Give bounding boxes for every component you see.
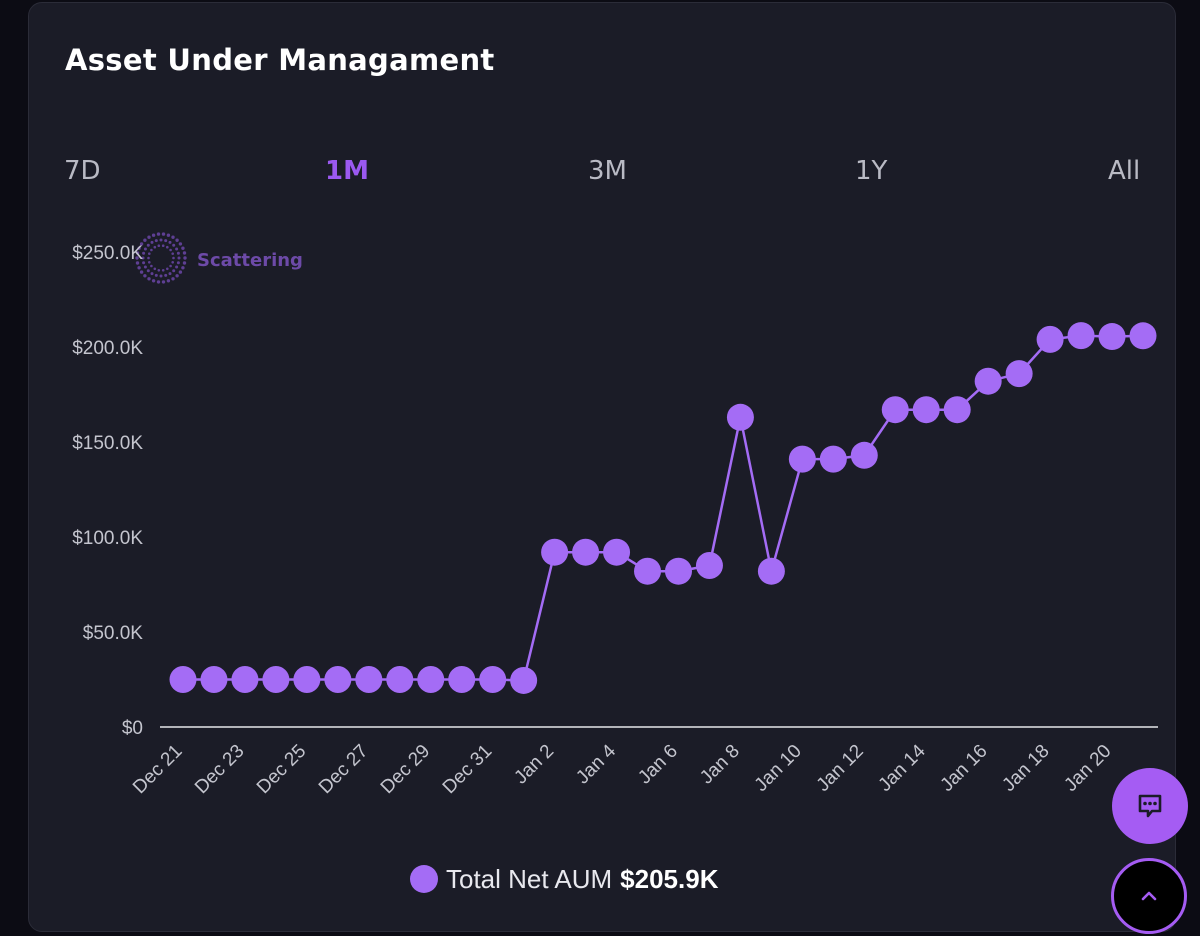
- x-tick-label: Jan 14: [875, 740, 930, 795]
- data-point[interactable]: [1129, 322, 1157, 350]
- data-point[interactable]: [757, 557, 785, 585]
- data-point[interactable]: [726, 403, 754, 431]
- data-point[interactable]: [355, 666, 383, 693]
- data-point[interactable]: [603, 538, 631, 566]
- legend-label: Total Net AUM: [446, 863, 613, 894]
- card-title: Asset Under Managament: [65, 43, 495, 77]
- x-tick-label: Jan 2: [510, 741, 558, 789]
- data-point[interactable]: [634, 557, 662, 585]
- x-tick-label: Dec 25: [253, 741, 310, 798]
- y-tick-label: $250.0K: [72, 243, 143, 264]
- x-tick-label: Jan 6: [634, 741, 682, 789]
- data-point[interactable]: [912, 396, 940, 424]
- data-point[interactable]: [479, 666, 507, 693]
- x-tick-label: Dec 21: [129, 741, 186, 798]
- data-point[interactable]: [850, 441, 878, 469]
- data-point[interactable]: [541, 538, 569, 566]
- data-point[interactable]: [664, 557, 692, 585]
- data-point[interactable]: [1067, 322, 1095, 350]
- data-point[interactable]: [293, 666, 321, 693]
- y-tick-label: $50.0K: [83, 623, 144, 644]
- data-point[interactable]: [572, 538, 600, 566]
- data-point[interactable]: [788, 445, 816, 473]
- data-point[interactable]: [510, 666, 538, 694]
- x-tick-label: Jan 12: [813, 741, 868, 796]
- y-tick-label: $0: [122, 718, 143, 739]
- x-tick-label: Jan 4: [572, 740, 620, 788]
- x-tick-label: Jan 10: [751, 741, 806, 796]
- y-tick-label: $100.0K: [72, 528, 143, 549]
- legend-dot: [410, 865, 438, 893]
- x-tick-label: Jan 8: [696, 741, 744, 789]
- chat-bubble-icon: [1138, 794, 1162, 818]
- tab-1y[interactable]: 1Y: [855, 156, 888, 186]
- x-tick-label: Dec 23: [191, 741, 248, 798]
- dotted-circle-logo: [135, 232, 187, 284]
- data-point[interactable]: [819, 445, 847, 473]
- data-point[interactable]: [200, 666, 228, 693]
- y-tick-label: $150.0K: [72, 433, 143, 454]
- aum-card: Asset Under Managament: [28, 2, 1176, 932]
- data-point[interactable]: [231, 666, 259, 693]
- tab-all[interactable]: All: [1108, 156, 1141, 186]
- data-point[interactable]: [695, 552, 723, 579]
- chart-legend: Total Net AUM $205.9K: [410, 862, 718, 896]
- tab-7d[interactable]: 7D: [64, 156, 101, 186]
- data-point[interactable]: [1005, 360, 1033, 388]
- legend-value: $205.9K: [620, 863, 719, 894]
- x-tick-label: Jan 18: [998, 741, 1053, 796]
- x-tick-label: Dec 31: [439, 741, 496, 798]
- chevron-up-icon: [1141, 891, 1157, 901]
- tab-3m[interactable]: 3M: [588, 156, 627, 186]
- data-point[interactable]: [386, 666, 414, 693]
- data-point[interactable]: [324, 666, 352, 693]
- x-tick-label: Jan 20: [1060, 741, 1115, 796]
- x-tick-label: Dec 29: [377, 741, 434, 798]
- y-tick-label: $200.0K: [72, 338, 143, 359]
- tab-1m[interactable]: 1M: [325, 156, 369, 186]
- data-point[interactable]: [881, 396, 909, 424]
- data-point[interactable]: [417, 666, 445, 693]
- data-point[interactable]: [943, 396, 971, 424]
- chat-button[interactable]: [1112, 768, 1188, 844]
- scroll-top-button[interactable]: [1111, 858, 1187, 934]
- data-point[interactable]: [262, 666, 290, 693]
- x-tick-label: Dec 27: [315, 741, 372, 798]
- data-point[interactable]: [1098, 323, 1126, 351]
- data-point[interactable]: [448, 666, 476, 693]
- data-point[interactable]: [169, 666, 197, 693]
- data-point[interactable]: [1036, 325, 1064, 353]
- watermark: Scattering: [135, 232, 303, 284]
- x-tick-label: Jan 16: [937, 741, 992, 796]
- data-point[interactable]: [974, 367, 1002, 395]
- watermark-text: Scattering: [197, 250, 303, 271]
